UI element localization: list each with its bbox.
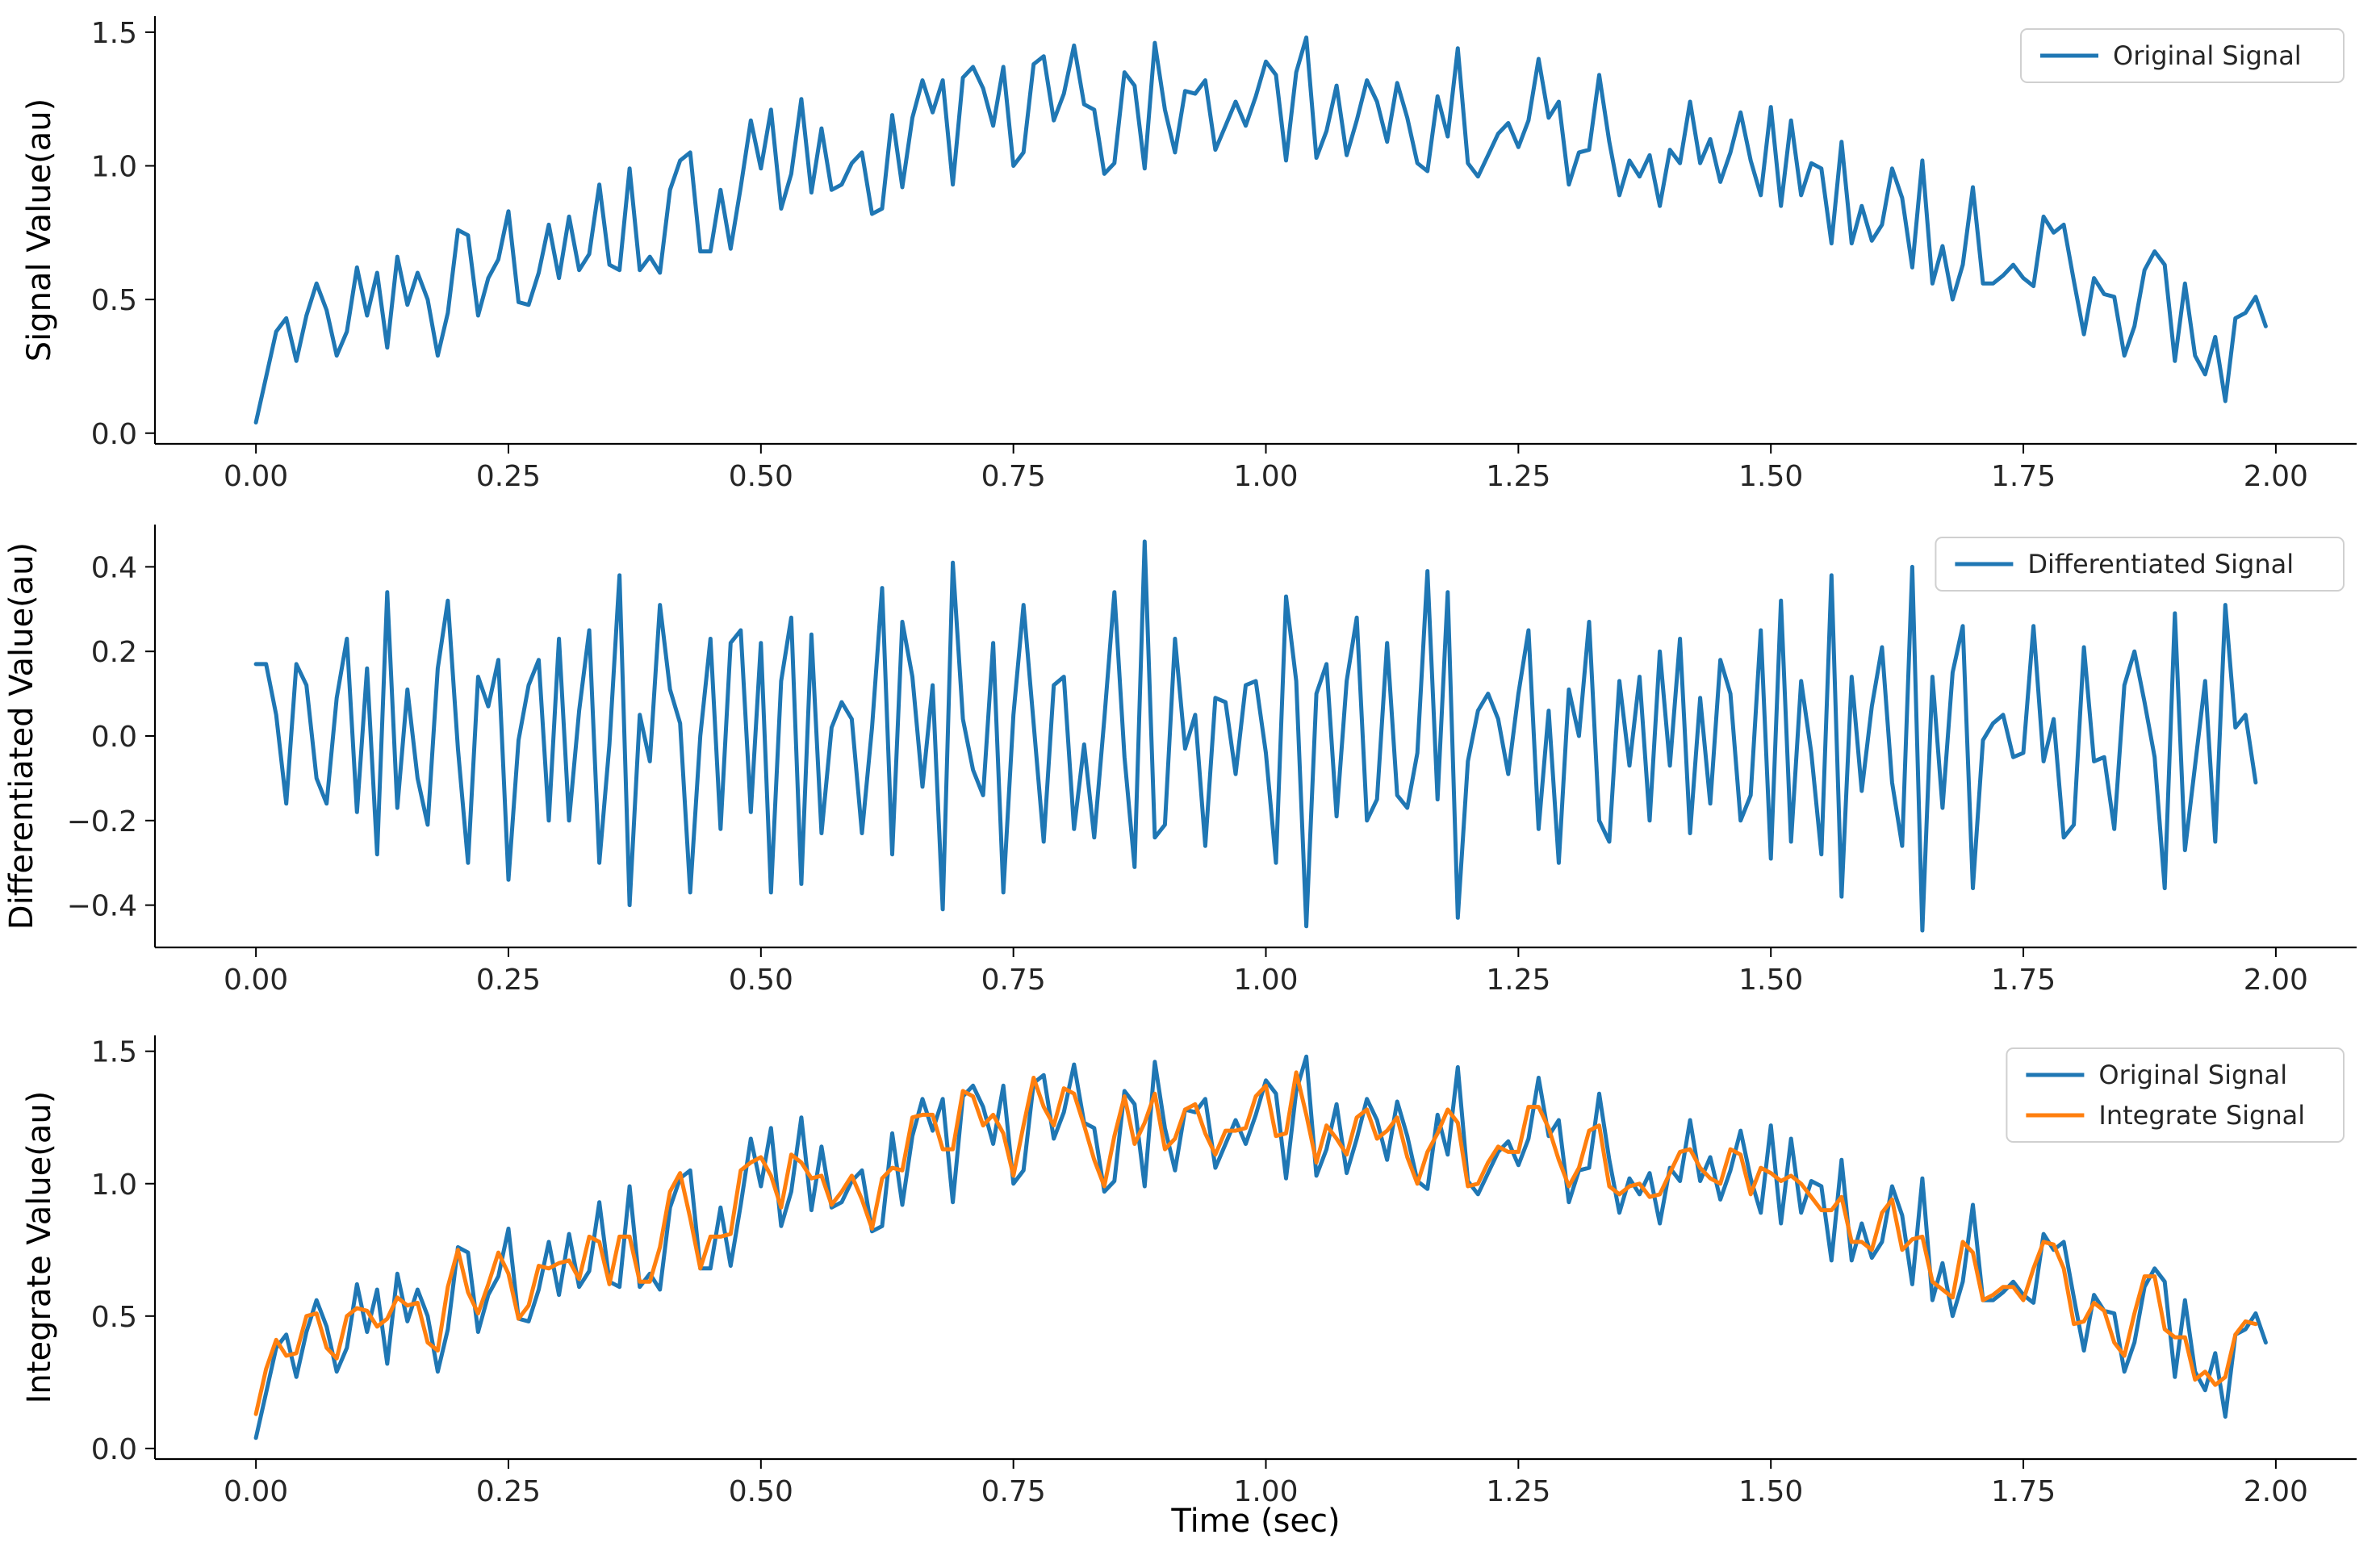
x-tick-label: 2.00: [2244, 460, 2308, 493]
x-tick-label: 1.00: [1233, 964, 1298, 997]
series-line-primary: [253, 539, 2258, 933]
x-tick-label: 0.75: [981, 964, 1046, 997]
x-tick-label: 1.75: [1991, 460, 2056, 493]
x-tick-label: 0.50: [729, 964, 793, 997]
x-tick-label: 0.50: [729, 460, 793, 493]
y-tick-label: 0.5: [91, 1301, 137, 1334]
y-tick-label: 0.0: [91, 418, 137, 451]
legend-label: Integrate Signal: [2098, 1100, 2305, 1131]
x-tick-label: 1.50: [1738, 1475, 1803, 1508]
legend-box: [2020, 28, 2345, 83]
x-tick-label: 0.25: [476, 460, 541, 493]
x-tick-label: 1.50: [1738, 964, 1803, 997]
x-tick-label: 1.25: [1486, 964, 1550, 997]
y-axis-label: Differentiated Value(au): [3, 542, 40, 930]
x-tick-label: 0.50: [729, 1475, 793, 1508]
y-tick-label: 0.5: [91, 284, 137, 317]
legend: Original Signal Integrate Signal: [2006, 1047, 2345, 1143]
x-tick-label: 1.25: [1486, 1475, 1550, 1508]
legend-label: Original Signal: [2098, 1060, 2287, 1090]
x-tick-label: 1.25: [1486, 460, 1550, 493]
x-tick-label: 2.00: [2244, 964, 2308, 997]
y-tick-label: 1.0: [91, 1169, 137, 1202]
x-tick-label: 0.00: [224, 964, 288, 997]
legend: Original Signal: [2020, 28, 2345, 83]
x-tick-label: 1.75: [1991, 1475, 2056, 1508]
x-tick-label: 1.50: [1738, 460, 1803, 493]
y-tick-label: 0.0: [91, 721, 137, 754]
x-tick-label: 2.00: [2244, 1475, 2308, 1508]
x-tick-label: 0.25: [476, 1475, 541, 1508]
x-tick-label: 0.25: [476, 964, 541, 997]
y-axis-label: Integrate Value(au): [21, 1091, 58, 1404]
x-tick-label: 0.00: [224, 460, 288, 493]
legend: Differentiated Signal: [1935, 537, 2345, 592]
series-line-secondary: [253, 1070, 2258, 1416]
x-tick-label: 0.75: [981, 460, 1046, 493]
y-tick-label: 0.4: [91, 551, 137, 584]
x-tick-label: 1.75: [1991, 964, 2056, 997]
y-tick-label: 1.0: [91, 151, 137, 184]
differentiated-panel: 0.00 0.25 0.50 0.75 1.00 1.25 1.50 1.75 2.00 −0.4…: [3, 525, 2357, 997]
legend-box: [2006, 1047, 2345, 1143]
y-tick-label: 0.0: [91, 1433, 137, 1466]
y-tick-label: 1.5: [91, 17, 137, 50]
x-tick-label: 1.00: [1233, 1475, 1298, 1508]
integrate-panel: 0.00 0.25 0.50 0.75 1.00 1.25 1.50 1.75 2.00 0.0 0…: [21, 1035, 2357, 1540]
x-tick-label: 1.00: [1233, 460, 1298, 493]
legend-box: [1935, 537, 2345, 592]
x-tick-label: 0.75: [981, 1475, 1046, 1508]
y-axis-label: Signal Value(au): [21, 98, 58, 362]
y-tick-label: 1.5: [91, 1036, 137, 1069]
legend-label: Original Signal: [2113, 40, 2302, 71]
series-line-primary: [253, 36, 2268, 424]
y-tick-label: −0.4: [67, 890, 137, 923]
signal-panel: 0.00 0.25 0.50 0.75 1.00 1.25 1.50 1.75 2.00 0.0 0…: [21, 16, 2357, 493]
x-tick-label: 0.00: [224, 1475, 288, 1508]
x-axis-label: Time (sec): [1170, 1503, 1340, 1540]
legend-label: Differentiated Signal: [2027, 549, 2294, 579]
y-tick-label: 0.2: [91, 636, 137, 669]
y-tick-label: −0.2: [67, 805, 137, 838]
